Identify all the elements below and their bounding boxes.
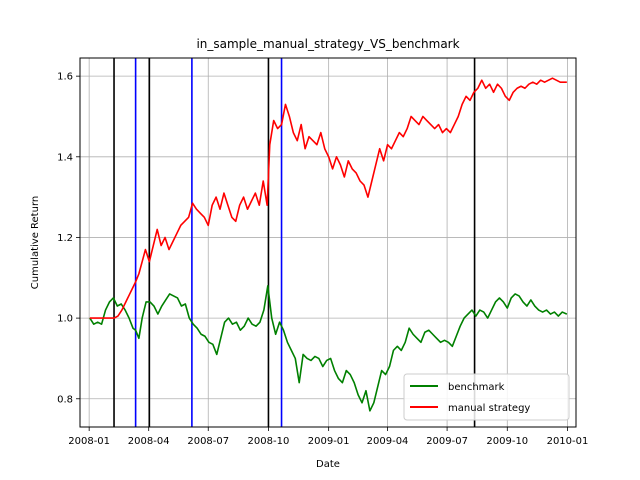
x-tick-label: 2009-01 [308,436,350,447]
legend-box [403,373,570,421]
x-tick-label: 2009-04 [367,436,409,447]
x-axis-label: Date [316,459,340,470]
legend-benchmark-label: benchmark [448,382,505,393]
y-tick-label: 1.6 [57,72,73,83]
x-axis-ticks: 2008-01 2008-04 2008-07 2008-10 2009-01 2009-… [68,427,588,447]
x-tick-label: 2009-10 [486,436,528,447]
plot-frame [79,57,577,428]
legend: benchmark manual strategy [403,373,570,421]
benchmark-line [89,285,568,412]
y-tick-label: 1.0 [57,314,73,325]
y-tick-label: 0.8 [57,394,73,405]
x-tick-label: 2008-10 [248,436,290,447]
y-tick-label: 1.2 [57,233,73,244]
series-lines [89,77,568,412]
legend-manual-strategy-label: manual strategy [448,403,530,414]
signal-lines [113,58,476,427]
x-tick-label: 2008-04 [128,436,170,447]
x-tick-label: 2008-01 [68,436,110,447]
x-tick-label: 2009-07 [426,436,468,447]
manual-strategy-line [89,77,567,319]
y-tick-label: 1.4 [57,152,73,163]
x-tick-label: 2008-07 [187,436,229,447]
chart-title: in_sample_manual_strategy_VS_benchmark [196,37,459,51]
y-axis-label: Cumulative Return [30,196,41,289]
x-tick-label: 2010-01 [547,436,589,447]
y-axis-ticks: 0.8 1.0 1.2 1.4 1.6 [57,72,80,405]
